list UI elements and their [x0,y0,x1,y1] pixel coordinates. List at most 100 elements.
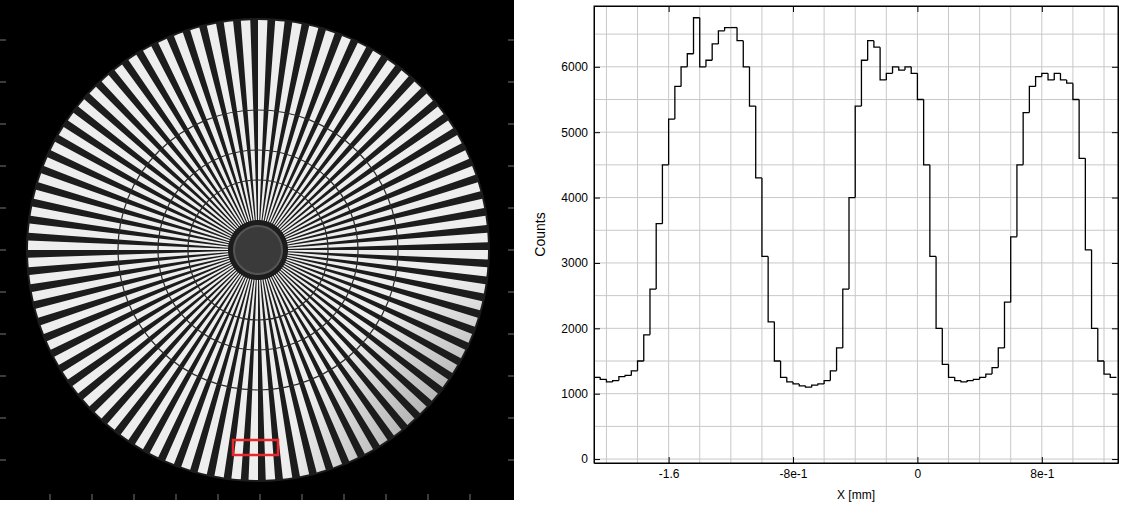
grid [594,6,1118,463]
tick-mark [1112,132,1118,133]
image-frame-tick [302,494,303,500]
histogram-step [1042,73,1048,76]
grid-line-y [594,328,1118,329]
histogram-step [1036,77,1042,87]
grid-line-y [594,164,1118,165]
grid-line-x [948,6,949,463]
histogram-step [955,377,961,380]
grid-line-y [594,361,1118,362]
histogram-step [762,178,768,256]
image-frame-tick [0,82,6,83]
tick [1042,6,1043,12]
histogram-step [737,28,743,41]
spoke [83,269,236,406]
tick [793,6,794,12]
image-frame-tick [508,208,514,209]
histogram-step [961,381,967,382]
histogram-step [886,73,892,80]
tick-mark [669,457,670,463]
tick [1112,132,1118,133]
histogram-step [880,47,886,80]
image-frame-tick [344,494,345,500]
image-frame-tick [0,124,6,125]
tick-mark [594,328,600,329]
tick-mark [1112,459,1118,460]
image-frame-tick [134,494,135,500]
target-center [234,226,282,274]
histogram-step [973,379,979,380]
image-frame-tick [0,40,6,41]
tick-label: 2000 [561,322,588,336]
grid-line-x [668,6,669,463]
image-frame-tick [428,494,429,500]
grid-line-y [594,459,1118,460]
grid-line-x [699,6,700,463]
target-ring [158,150,358,350]
grid-line-x [824,6,825,463]
image-frame-tick [0,250,6,251]
tick-label: 1000 [561,387,588,401]
tick-mark [793,6,794,12]
plot-area [594,18,1116,387]
histogram-step [830,371,836,381]
image-background [0,0,514,500]
tick-label: 8e-1 [1030,467,1054,481]
histogram-step [600,377,606,379]
histogram-step [992,368,998,375]
histogram-step [706,60,712,67]
y-axis-title: Counts [532,212,548,256]
tick-label: 4000 [561,191,588,205]
grid-line-y [594,262,1118,263]
histogram-step [855,106,861,198]
target-disc [26,18,490,482]
histogram-step [712,44,718,60]
tick: 8e-1 [1030,457,1054,481]
histogram-step [824,381,830,384]
tick-label: 5000 [561,126,588,140]
tick [669,6,670,12]
histogram-step [1085,158,1091,250]
histogram-step [650,289,656,335]
image-frame-tick [92,494,93,500]
grid-line-x [979,6,980,463]
histogram-step [986,374,992,377]
histogram-step [1067,80,1073,83]
tick [1112,328,1118,329]
tick [1112,263,1118,264]
grid-line-y [594,99,1118,100]
histogram-step [1098,328,1104,361]
tick: 0 [581,452,600,466]
histogram-step [681,67,687,87]
histogram-step [1017,165,1023,237]
spoke [241,20,257,220]
spoke [280,94,433,231]
image-frame-tick [508,250,514,251]
tick: -8e-1 [780,457,808,481]
tick [917,6,918,12]
spoke-image [0,0,514,500]
image-frame-tick [508,40,514,41]
image-frame-tick [0,208,6,209]
image-frame-tick [508,292,514,293]
plot-frame [594,6,1118,463]
histogram-step [1048,73,1054,80]
image-frame-tick [508,166,514,167]
histogram-step [613,381,619,382]
image-frame-tick [470,494,471,500]
histogram-step [619,377,625,381]
grid-line-x [606,6,607,463]
tick-mark [1112,198,1118,199]
histogram-step [874,41,880,48]
tick-label: 6000 [561,60,588,74]
grid-line-x [793,6,794,463]
tick-mark [1112,394,1118,395]
grid-line-x [1072,6,1073,463]
histogram-step [849,198,855,290]
tick-mark [1112,328,1118,329]
tick-mark [793,457,794,463]
tick-mark [917,6,918,12]
grid-line-y [594,34,1118,35]
histogram-step [700,18,706,67]
image-frame-tick [0,418,6,419]
roi-box [233,440,278,455]
